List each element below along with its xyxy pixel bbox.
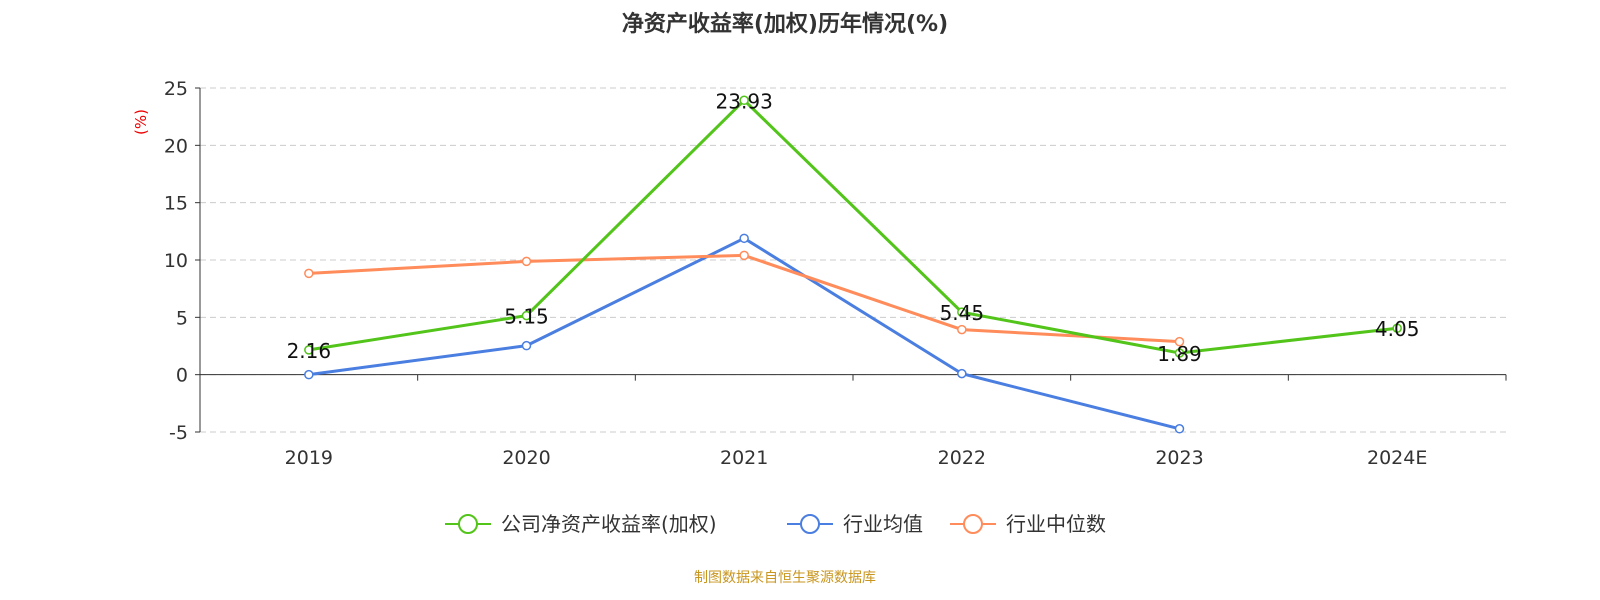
data-label: 23.93 [716,89,773,113]
data-point [521,340,532,351]
data-label: 5.15 [504,305,549,329]
data-point [521,310,532,321]
x-tick-label: 2020 [502,447,550,469]
data-point [521,256,532,267]
data-point [304,345,314,355]
data-point [1174,424,1185,434]
y-axis-label: (%) [132,109,150,135]
data-label: 1.89 [1157,342,1202,366]
legend-marker [963,514,983,534]
data-point [1174,336,1185,347]
data-point [739,250,749,261]
chart-title: 净资产收益率(加权)历年情况(%) [621,12,949,37]
legend-marker [458,514,478,534]
data-point [304,268,314,279]
data-point [957,368,967,379]
legend-label: 行业均值 [843,512,923,536]
x-tick-label: 2021 [720,447,768,469]
data-label: 5.45 [940,301,985,325]
source-footer: 制图数据来自恒生聚源数据库 [694,570,876,586]
x-tick-label: 2022 [938,447,986,469]
data-point [739,233,749,244]
series-line-0 [308,98,1398,355]
legend-label: 公司净资产收益率(加权) [501,512,717,536]
x-tick-label: 2019 [285,447,333,469]
data-point [739,95,749,106]
x-tick-label: 2024E [1367,447,1427,469]
data-point [1392,323,1402,333]
legend-marker [800,514,820,534]
data-label: 4.05 [1375,317,1420,341]
y-tick-label: 10 [164,250,188,272]
data-point [304,369,314,380]
y-tick-label: 0 [176,365,188,387]
x-tick-label: 2023 [1155,447,1203,469]
y-tick-label: 5 [176,307,188,329]
y-tick-label: -5 [169,422,188,444]
legend-label: 行业中位数 [1006,512,1106,536]
data-point [957,324,967,335]
y-tick-label: 20 [164,135,188,157]
y-tick-label: 15 [164,193,188,215]
data-point [1174,348,1185,358]
data-label: 2.16 [287,339,332,363]
data-point [957,307,967,317]
y-tick-label: 25 [164,78,188,100]
